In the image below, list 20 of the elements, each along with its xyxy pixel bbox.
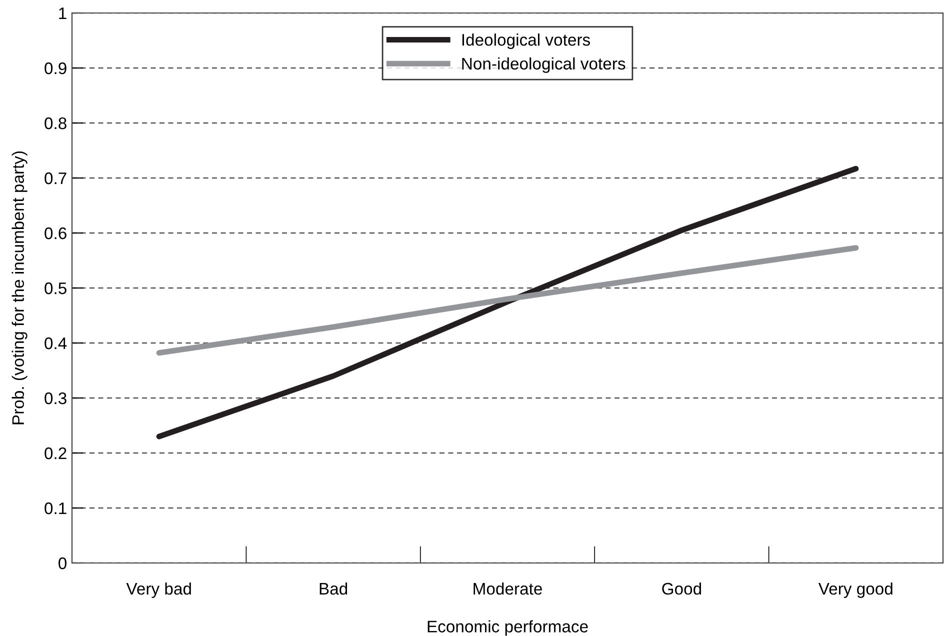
x-tick-label: Very good [818, 582, 892, 598]
y-tick-label: 0.5 [44, 282, 66, 294]
y-axis-title: Prob. (voting for the incumbent party) [12, 151, 28, 424]
legend-label: Non-ideological voters [462, 57, 626, 73]
y-tick-label: 0.1 [44, 502, 66, 514]
legend-label: Ideological voters [462, 34, 590, 50]
y-tick-label: 0.2 [44, 447, 66, 460]
x-tick-label: Very bad [126, 582, 191, 598]
y-tick-label: 0 [58, 557, 66, 570]
x-tick-label: Bad [320, 582, 348, 595]
y-tick-label: 0.6 [44, 227, 66, 240]
y-tick-label: 0.4 [44, 337, 67, 350]
y-tick-label: 0.8 [44, 117, 66, 130]
x-tick-label: Moderate [474, 582, 542, 595]
y-tick-label: 1 [59, 8, 66, 20]
y-tick-label: 0.9 [44, 62, 66, 74]
y-tick-label: 0.3 [44, 392, 66, 404]
x-tick-label: Good [662, 582, 702, 595]
x-axis-title: Economic performace [428, 620, 588, 636]
y-tick-label: 0.7 [44, 172, 66, 184]
